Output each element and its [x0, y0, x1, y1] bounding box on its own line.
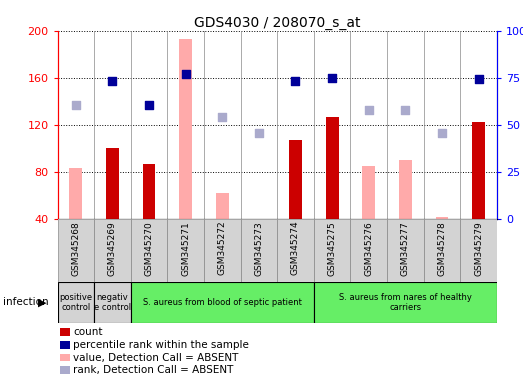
Text: percentile rank within the sample: percentile rank within the sample [73, 340, 249, 350]
Bar [58, 219, 94, 282]
Text: GSM345275: GSM345275 [327, 221, 337, 276]
Bar [216, 193, 229, 219]
Point [108, 78, 117, 84]
Bar [179, 39, 192, 219]
Text: rank, Detection Call = ABSENT: rank, Detection Call = ABSENT [73, 365, 234, 375]
Point [291, 78, 300, 84]
Bar [436, 217, 448, 219]
Text: GSM345271: GSM345271 [181, 221, 190, 276]
Text: GSM345273: GSM345273 [254, 221, 264, 276]
Bar [131, 219, 167, 282]
Point [438, 130, 446, 136]
Text: S. aureus from blood of septic patient: S. aureus from blood of septic patient [143, 298, 302, 307]
Text: GSM345272: GSM345272 [218, 221, 227, 275]
Text: negativ
e control: negativ e control [94, 293, 131, 312]
Bar [241, 219, 277, 282]
Bar [399, 160, 412, 219]
Text: ▶: ▶ [38, 297, 46, 308]
Bar [70, 168, 82, 219]
Bar [167, 219, 204, 282]
Point [474, 76, 483, 82]
Bar [314, 219, 350, 282]
Text: S. aureus from nares of healthy
carriers: S. aureus from nares of healthy carriers [339, 293, 472, 312]
Title: GDS4030 / 208070_s_at: GDS4030 / 208070_s_at [194, 16, 360, 30]
Bar [143, 164, 155, 219]
Bar [94, 219, 131, 282]
Text: count: count [73, 327, 103, 337]
Point [218, 114, 226, 120]
Bar [131, 282, 314, 323]
Point [145, 102, 153, 108]
Point [181, 71, 190, 77]
Bar [424, 219, 460, 282]
Point [72, 102, 80, 108]
Text: GSM345270: GSM345270 [144, 221, 154, 276]
Bar [472, 122, 485, 219]
Bar [204, 219, 241, 282]
Text: GSM345269: GSM345269 [108, 221, 117, 276]
Bar [460, 219, 497, 282]
Text: GSM345274: GSM345274 [291, 221, 300, 275]
Text: GSM345276: GSM345276 [364, 221, 373, 276]
Bar [326, 117, 338, 219]
Text: positive
control: positive control [59, 293, 93, 312]
Bar [106, 148, 119, 219]
Bar [387, 219, 424, 282]
Point [365, 106, 373, 113]
Point [255, 130, 263, 136]
Text: GSM345278: GSM345278 [437, 221, 447, 276]
Text: infection: infection [3, 297, 48, 308]
Text: GSM345279: GSM345279 [474, 221, 483, 276]
Bar [94, 282, 131, 323]
Text: GSM345277: GSM345277 [401, 221, 410, 276]
Bar [362, 166, 375, 219]
Text: value, Detection Call = ABSENT: value, Detection Call = ABSENT [73, 353, 238, 362]
Point [401, 106, 410, 113]
Bar [58, 282, 94, 323]
Bar [289, 140, 302, 219]
Text: GSM345268: GSM345268 [71, 221, 81, 276]
Bar [350, 219, 387, 282]
Bar [277, 219, 314, 282]
Point [328, 74, 336, 81]
Bar [314, 282, 497, 323]
